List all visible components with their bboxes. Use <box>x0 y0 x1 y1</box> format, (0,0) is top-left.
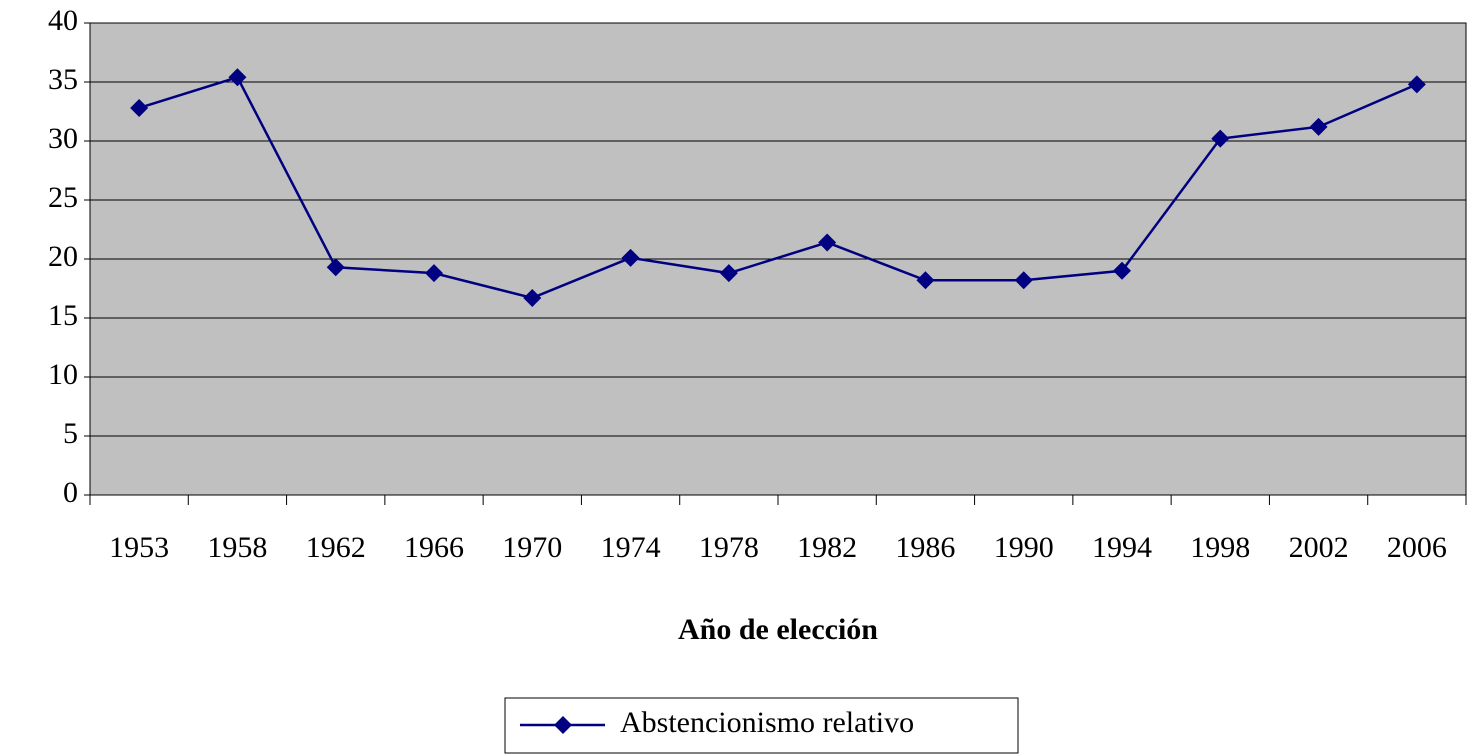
y-tick-label: 10 <box>48 358 78 391</box>
y-tick-label: 5 <box>63 417 78 450</box>
x-tick-label: 1953 <box>109 531 169 564</box>
data-point <box>1211 129 1230 148</box>
y-tick-label: 15 <box>48 299 78 332</box>
data-point <box>228 68 247 87</box>
y-tick-label: 0 <box>63 476 78 509</box>
x-tick-label: 2002 <box>1289 531 1349 564</box>
x-tick-label: 1966 <box>404 531 464 564</box>
x-tick-label: 2006 <box>1387 531 1447 564</box>
x-tick-label: 1958 <box>207 531 267 564</box>
x-tick-label: 1986 <box>895 531 955 564</box>
data-point <box>1407 75 1426 94</box>
data-point <box>1309 117 1328 136</box>
y-tick-label: 35 <box>48 63 78 96</box>
y-tick-label: 30 <box>48 122 78 155</box>
x-tick-label: 1974 <box>601 531 661 564</box>
data-point <box>1113 261 1131 280</box>
data-point <box>130 98 149 117</box>
x-tick-label: 1994 <box>1092 531 1152 564</box>
data-point <box>523 288 542 307</box>
x-axis-title: Año de elección <box>678 613 878 646</box>
series-line <box>138 75 1418 300</box>
data-point <box>1014 271 1033 290</box>
data-point <box>916 271 935 290</box>
x-tick-label: 1970 <box>502 531 562 564</box>
x-tick-label: 1982 <box>797 531 857 564</box>
y-tick-label: 40 <box>48 4 78 37</box>
x-tick-label: 1998 <box>1190 531 1250 564</box>
legend-marker <box>554 716 572 734</box>
x-tick-label: 1962 <box>306 531 366 564</box>
data-point <box>425 264 443 283</box>
data-point <box>818 233 837 252</box>
y-tick-label: 20 <box>48 240 78 273</box>
x-tick-label: 1978 <box>699 531 759 564</box>
data-point <box>719 264 738 283</box>
y-tick-label: 25 <box>48 181 78 214</box>
data-point <box>326 258 345 277</box>
legend-label: Abstencionismo relativo <box>620 706 914 739</box>
x-tick-label: 1990 <box>994 531 1054 564</box>
data-point <box>621 248 640 267</box>
